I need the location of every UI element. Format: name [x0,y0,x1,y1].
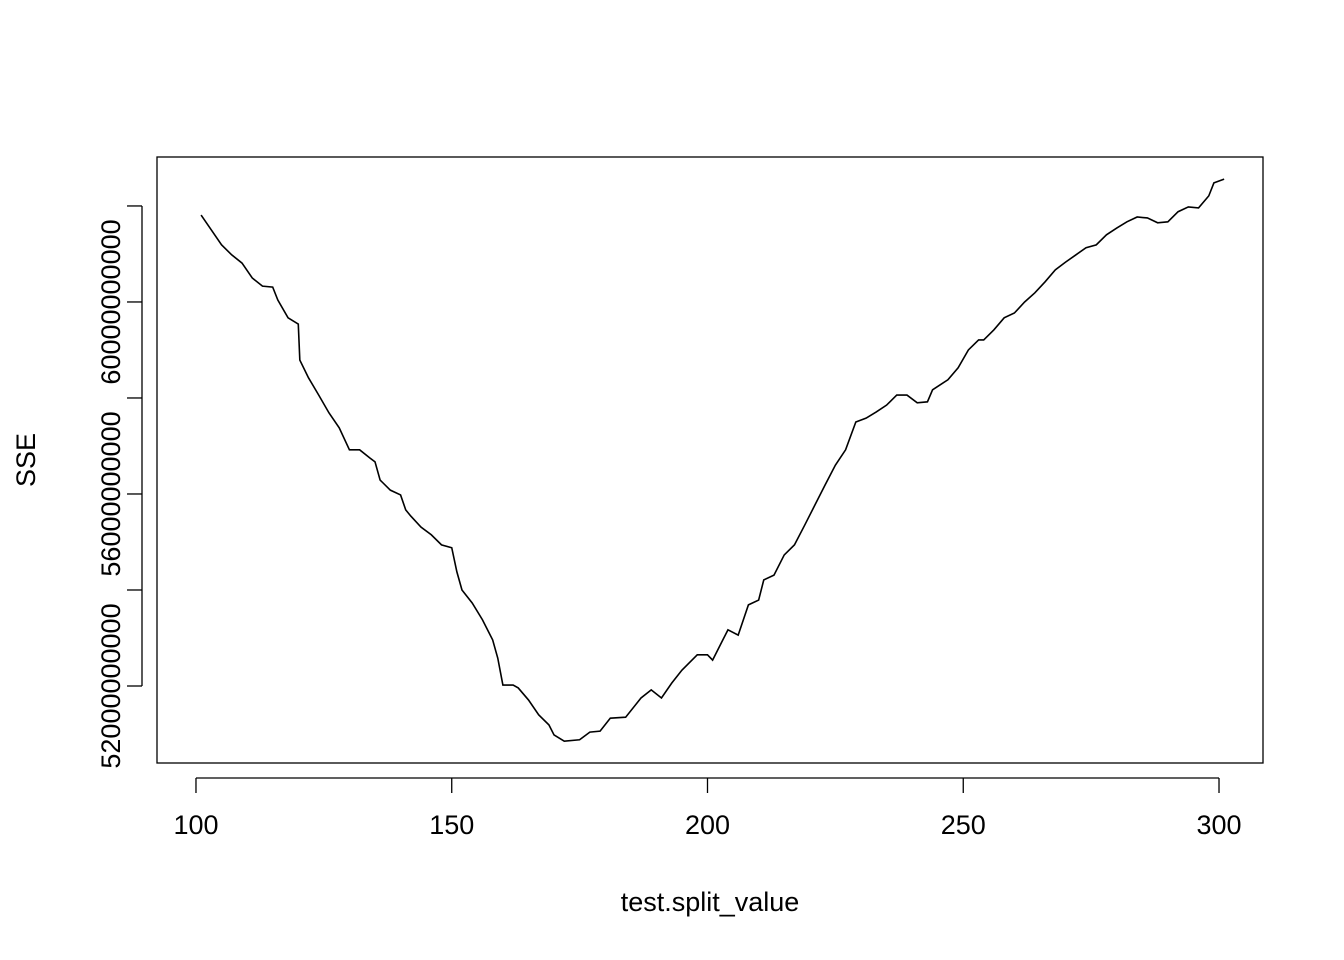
y-tick-label: 56000000000 [96,411,126,576]
data-line [200,178,1225,743]
x-tick-label: 200 [685,810,730,840]
x-tick-label: 250 [941,810,986,840]
x-tick-label: 100 [173,810,218,840]
y-tick-label: 52000000000 [96,603,126,768]
x-tick-label: 300 [1196,810,1241,840]
y-axis-label: SSE [11,433,41,487]
y-tick-label: 60000000000 [96,219,126,384]
plot-box [156,156,1264,764]
x-axis-label: test.split_value [621,887,800,917]
x-tick-label: 150 [429,810,474,840]
